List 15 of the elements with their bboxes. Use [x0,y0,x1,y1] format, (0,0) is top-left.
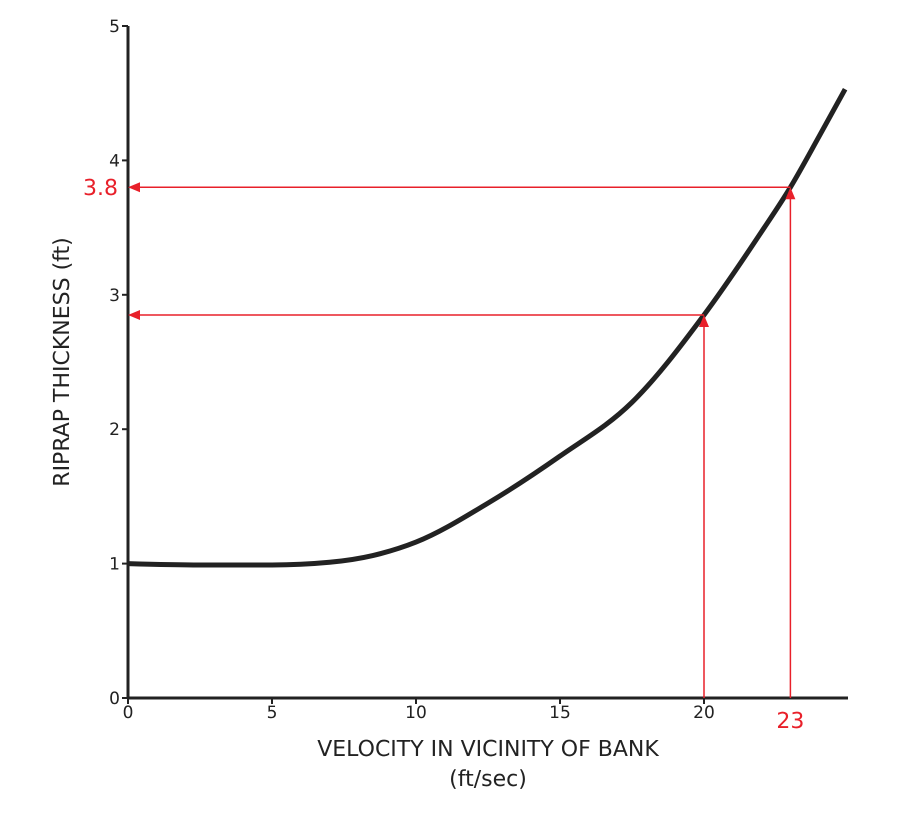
x-tick-label: 10 [405,703,427,724]
y-tick-label: 1 [109,554,120,575]
ref-line-label: 3.8 [83,176,118,201]
x-tick-label: 5 [266,703,278,724]
x-tick-label: 20 [693,703,715,724]
y-tick-label: 3 [109,286,120,306]
y-tick-label: 2 [109,420,120,440]
ref-line-label: 23 [776,709,804,734]
y-tick-label: 4 [109,151,120,172]
x-tick-label: 0 [122,703,134,724]
x-axis-title: VELOCITY IN VICINITY OF BANK (ft/sec) [317,737,660,792]
y-tick-label: 0 [109,689,120,710]
y-axis-title: RIPRAP THICKNESS (ft) [50,237,75,487]
y-tick-label: 5 [109,17,120,38]
x-tick-label: 15 [549,703,571,724]
